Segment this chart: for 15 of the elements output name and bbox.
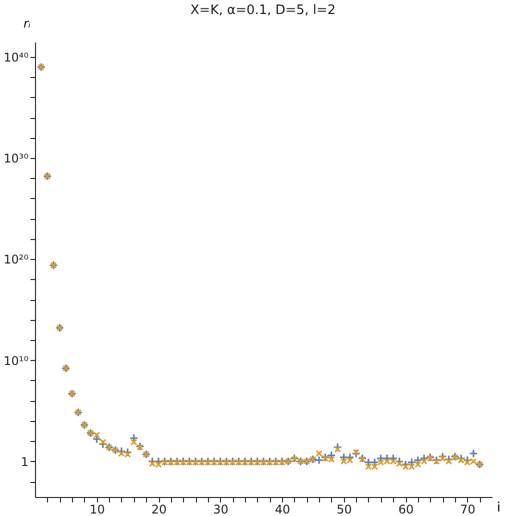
x-tick-label: 60: [398, 502, 414, 516]
y-tick-label: 1: [20, 454, 28, 469]
y-tick-label: 10²⁰: [4, 252, 29, 267]
y-axis-title: rᵢ: [24, 16, 31, 30]
x-tick-label: 10: [90, 502, 105, 516]
x-axis-title: i: [496, 500, 500, 516]
x-tick-label: 40: [274, 502, 290, 516]
x-tick-label: 70: [460, 502, 476, 516]
y-tick-label: 10³⁰: [4, 152, 29, 166]
x-tick-label: 30: [213, 502, 228, 516]
chart-title: X=K, α=0.1, D=5, l=2: [190, 3, 336, 18]
x-tick-label: 50: [336, 502, 352, 516]
x-tick-label: 20: [151, 502, 167, 516]
y-tick-label: 10⁴⁰: [4, 50, 29, 64]
y-tick-label: 10¹⁰: [4, 354, 29, 368]
